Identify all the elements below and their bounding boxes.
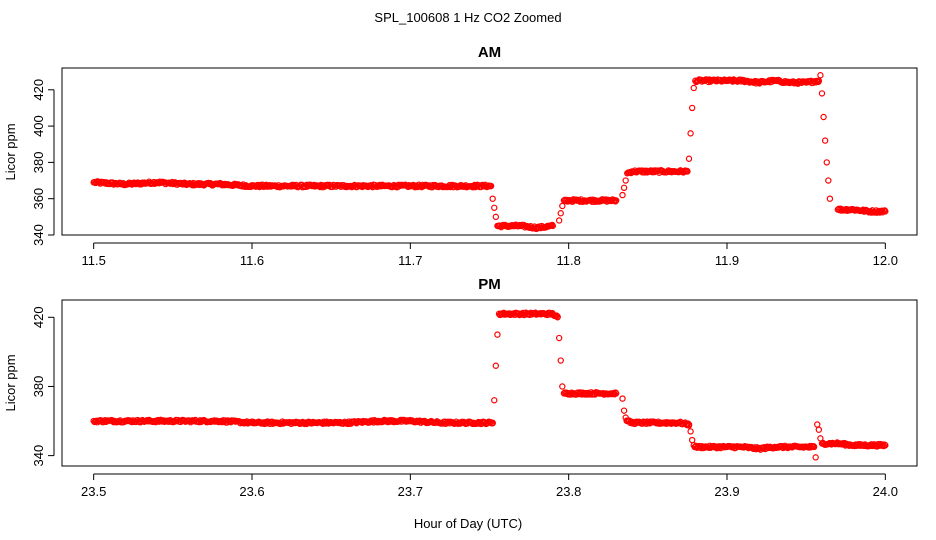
pm-plot-frame: [61, 299, 918, 467]
am-data-point: [882, 208, 889, 215]
pm-y-tick-label: 380: [31, 376, 46, 398]
pm-x-tick-label: 24.0: [873, 484, 898, 499]
pm-data-point: [812, 454, 819, 461]
am-y-tick-label: 420: [31, 79, 46, 101]
am-data-point: [817, 72, 824, 79]
am-y-tick-label: 380: [31, 152, 46, 174]
pm-data-point: [559, 383, 566, 390]
am-data-point: [818, 90, 826, 97]
am-y-tick-label: 340: [31, 224, 46, 246]
am-data-point: [823, 159, 830, 166]
am-data-point: [492, 213, 500, 221]
am-data-point: [688, 104, 696, 112]
pm-data-point: [688, 436, 696, 444]
pm-panel-title: PM: [478, 276, 501, 293]
am-data-point: [557, 210, 564, 217]
am-data-point: [815, 77, 823, 84]
pm-y-tick-label: 420: [31, 306, 46, 328]
pm-x-tick-label: 23.6: [239, 484, 264, 499]
am-data-point: [489, 195, 496, 202]
pm-data-point: [619, 395, 626, 402]
pm-data-point: [554, 314, 561, 321]
am-data-point: [620, 184, 628, 192]
pm-data-point: [620, 407, 628, 414]
pm-data-point: [494, 331, 501, 338]
am-data-point: [549, 222, 557, 230]
pm-data-point: [815, 426, 823, 433]
am-plot-frame: [61, 67, 918, 236]
am-x-tick-label: 11.8: [556, 253, 580, 268]
am-data-point: [821, 137, 829, 144]
am-x-tick-label: 11.5: [81, 253, 105, 268]
pm-data-point: [491, 397, 498, 404]
figure-title: SPL_100608 1 Hz CO2 Zoomed: [374, 10, 561, 25]
am-data-point: [487, 182, 495, 190]
am-y-tick-label: 400: [31, 115, 46, 137]
pm-x-tick-label: 23.8: [556, 484, 581, 499]
am-y-axis-label: Licor ppm: [3, 123, 18, 180]
pm-data-point: [492, 362, 500, 369]
pm-data-point: [687, 428, 694, 435]
pm-data-point: [489, 419, 496, 426]
am-data-point: [559, 202, 566, 210]
am-data-points: [90, 72, 889, 233]
am-data-point: [555, 217, 563, 224]
am-data-point: [684, 168, 691, 175]
am-data-point: [612, 197, 620, 204]
am-data-point: [825, 177, 832, 184]
pm-data-point: [810, 443, 818, 451]
am-x-tick-label: 11.9: [715, 253, 739, 268]
am-y-tick-label: 360: [31, 188, 46, 210]
pm-y-tick-label: 340: [31, 445, 46, 467]
am-panel: AM Licor ppm 11.5 11.6 11.7 11.8 11.9 12.0 340 36…: [3, 44, 918, 268]
am-data-point: [690, 84, 697, 92]
pm-panel: PM Licor ppm 23.5 23.6 23.7 23.8 23.9 24.0 340 38…: [3, 276, 918, 499]
am-panel-title: AM: [478, 44, 501, 61]
pm-x-tick-label: 23.5: [81, 484, 106, 499]
pm-x-tick-label: 23.7: [398, 484, 423, 499]
am-x-tick-label: 11.7: [398, 253, 422, 268]
am-data-point: [826, 195, 834, 202]
pm-data-point: [612, 390, 620, 397]
pm-data-point: [814, 421, 821, 428]
pm-data-point: [685, 421, 693, 428]
pm-data-point: [882, 442, 889, 449]
pm-data-point: [555, 334, 563, 342]
am-data-point: [687, 130, 694, 137]
am-data-point: [820, 113, 827, 121]
am-x-tick-label: 11.6: [240, 253, 264, 268]
am-data-point: [622, 177, 629, 184]
pm-data-points: [90, 309, 889, 461]
am-x-tick-label: 12.0: [873, 253, 898, 268]
pm-data-point: [557, 357, 564, 364]
am-data-point: [491, 204, 498, 211]
pm-y-axis-label: Licor ppm: [3, 354, 18, 411]
x-axis-label: Hour of Day (UTC): [414, 516, 522, 531]
pm-x-tick-label: 23.9: [714, 484, 739, 499]
am-data-point: [685, 155, 693, 162]
am-data-point: [619, 191, 626, 199]
